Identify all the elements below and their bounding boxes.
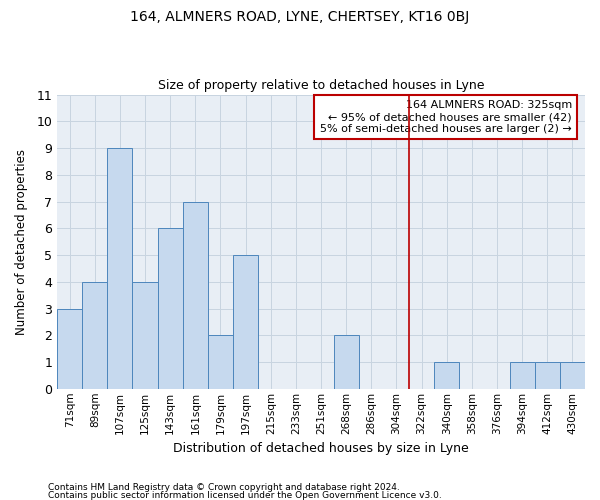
Bar: [208, 336, 233, 389]
Text: Contains public sector information licensed under the Open Government Licence v3: Contains public sector information licen…: [48, 490, 442, 500]
Title: Size of property relative to detached houses in Lyne: Size of property relative to detached ho…: [158, 79, 484, 92]
Bar: [82, 282, 107, 389]
Bar: [57, 308, 82, 389]
Bar: [183, 202, 208, 389]
Bar: [133, 282, 158, 389]
Text: Contains HM Land Registry data © Crown copyright and database right 2024.: Contains HM Land Registry data © Crown c…: [48, 484, 400, 492]
Bar: [509, 362, 535, 389]
Bar: [107, 148, 133, 389]
X-axis label: Distribution of detached houses by size in Lyne: Distribution of detached houses by size …: [173, 442, 469, 455]
Bar: [334, 336, 359, 389]
Text: 164 ALMNERS ROAD: 325sqm
← 95% of detached houses are smaller (42)
5% of semi-de: 164 ALMNERS ROAD: 325sqm ← 95% of detach…: [320, 100, 572, 134]
Bar: [158, 228, 183, 389]
Bar: [233, 255, 258, 389]
Bar: [535, 362, 560, 389]
Bar: [434, 362, 460, 389]
Bar: [560, 362, 585, 389]
Text: 164, ALMNERS ROAD, LYNE, CHERTSEY, KT16 0BJ: 164, ALMNERS ROAD, LYNE, CHERTSEY, KT16 …: [130, 10, 470, 24]
Y-axis label: Number of detached properties: Number of detached properties: [15, 148, 28, 334]
